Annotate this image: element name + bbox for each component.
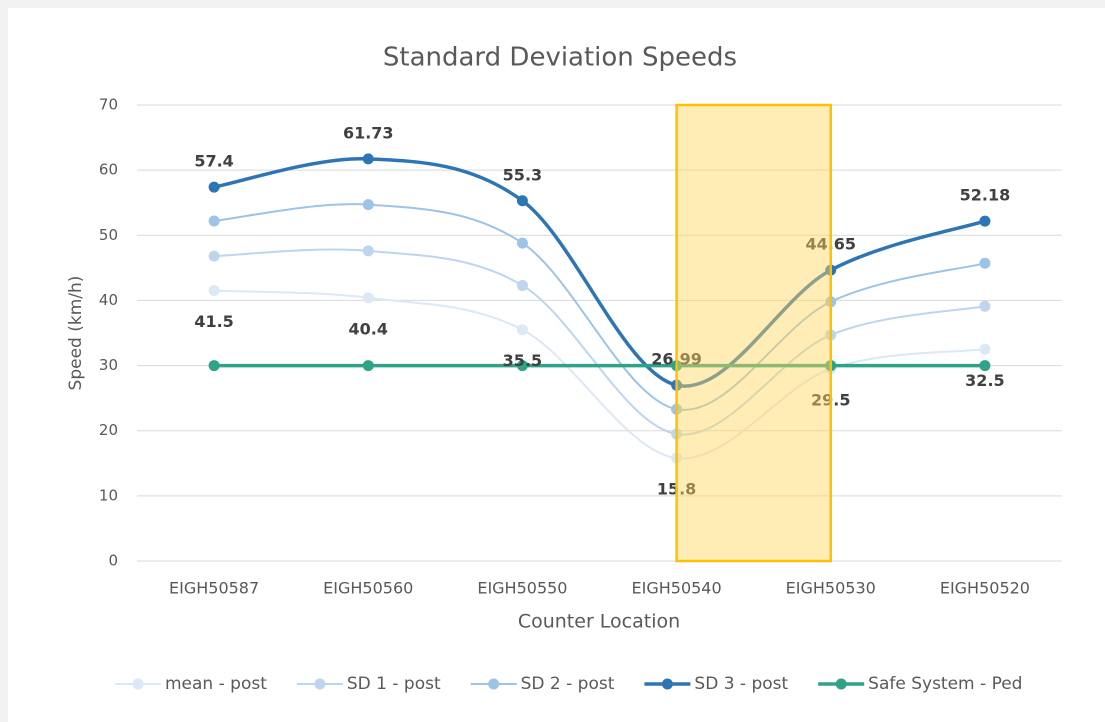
data-label: 40.4 — [349, 319, 388, 338]
data-label: 57.4 — [194, 152, 233, 171]
x-tick-label: EIGH50540 — [632, 579, 722, 598]
legend-label: Safe System - Ped — [868, 674, 1022, 694]
data-point — [362, 199, 374, 211]
data-label: 32.5 — [965, 371, 1004, 390]
y-tick-label: 30 — [99, 356, 118, 374]
y-tick-label: 70 — [99, 96, 118, 114]
legend-label: mean - post — [165, 674, 267, 694]
data-point — [362, 360, 374, 372]
y-tick-label: 10 — [99, 486, 118, 504]
x-tick-label: EIGH50587 — [169, 579, 259, 598]
data-point — [979, 215, 991, 227]
data-point — [208, 215, 220, 227]
data-point — [362, 153, 374, 165]
data-point — [516, 237, 528, 249]
y-tick-label: 40 — [99, 291, 118, 309]
x-tick-label: EIGH50530 — [786, 579, 876, 598]
data-point — [979, 343, 991, 355]
y-axis-label: Speed (km/h) — [66, 276, 86, 391]
series-line — [213, 203, 986, 411]
data-label: 55.3 — [503, 165, 542, 184]
legend-label: SD 1 - post — [347, 674, 441, 694]
data-point — [516, 324, 528, 336]
legend-marker — [835, 678, 847, 690]
data-label: 35.5 — [503, 351, 542, 370]
x-tick-label: EIGH50550 — [477, 579, 567, 598]
data-point — [208, 250, 220, 262]
x-axis-label: Counter Location — [518, 611, 680, 633]
data-point — [516, 195, 528, 207]
legend-marker — [132, 678, 144, 690]
legend-marker — [661, 678, 673, 690]
x-tick-label: EIGH50560 — [323, 579, 413, 598]
data-point — [208, 285, 220, 297]
highlight-box — [675, 103, 832, 563]
series-line — [213, 157, 986, 388]
data-point — [208, 360, 220, 372]
y-tick-label: 50 — [99, 226, 118, 244]
data-point — [979, 300, 991, 312]
data-point — [208, 181, 220, 193]
legend-marker — [488, 678, 500, 690]
data-point — [979, 360, 991, 372]
y-tick-label: 20 — [99, 421, 118, 439]
legend-label: SD 2 - post — [521, 674, 615, 694]
series-line — [214, 248, 986, 436]
y-tick-label: 60 — [99, 161, 118, 179]
data-label: 41.5 — [194, 312, 233, 331]
chart-title: Standard Deviation Speeds — [383, 43, 737, 73]
data-point — [979, 257, 991, 269]
data-point — [362, 245, 374, 257]
data-point — [362, 292, 374, 304]
data-point — [516, 360, 528, 372]
legend-marker — [314, 678, 326, 690]
data-label: 61.73 — [343, 123, 394, 142]
data-point — [516, 279, 528, 291]
data-label: 52.18 — [960, 186, 1011, 205]
legend-label: SD 3 - post — [694, 674, 788, 694]
x-tick-label: EIGH50520 — [940, 579, 1030, 598]
y-tick-label: 0 — [108, 552, 118, 570]
